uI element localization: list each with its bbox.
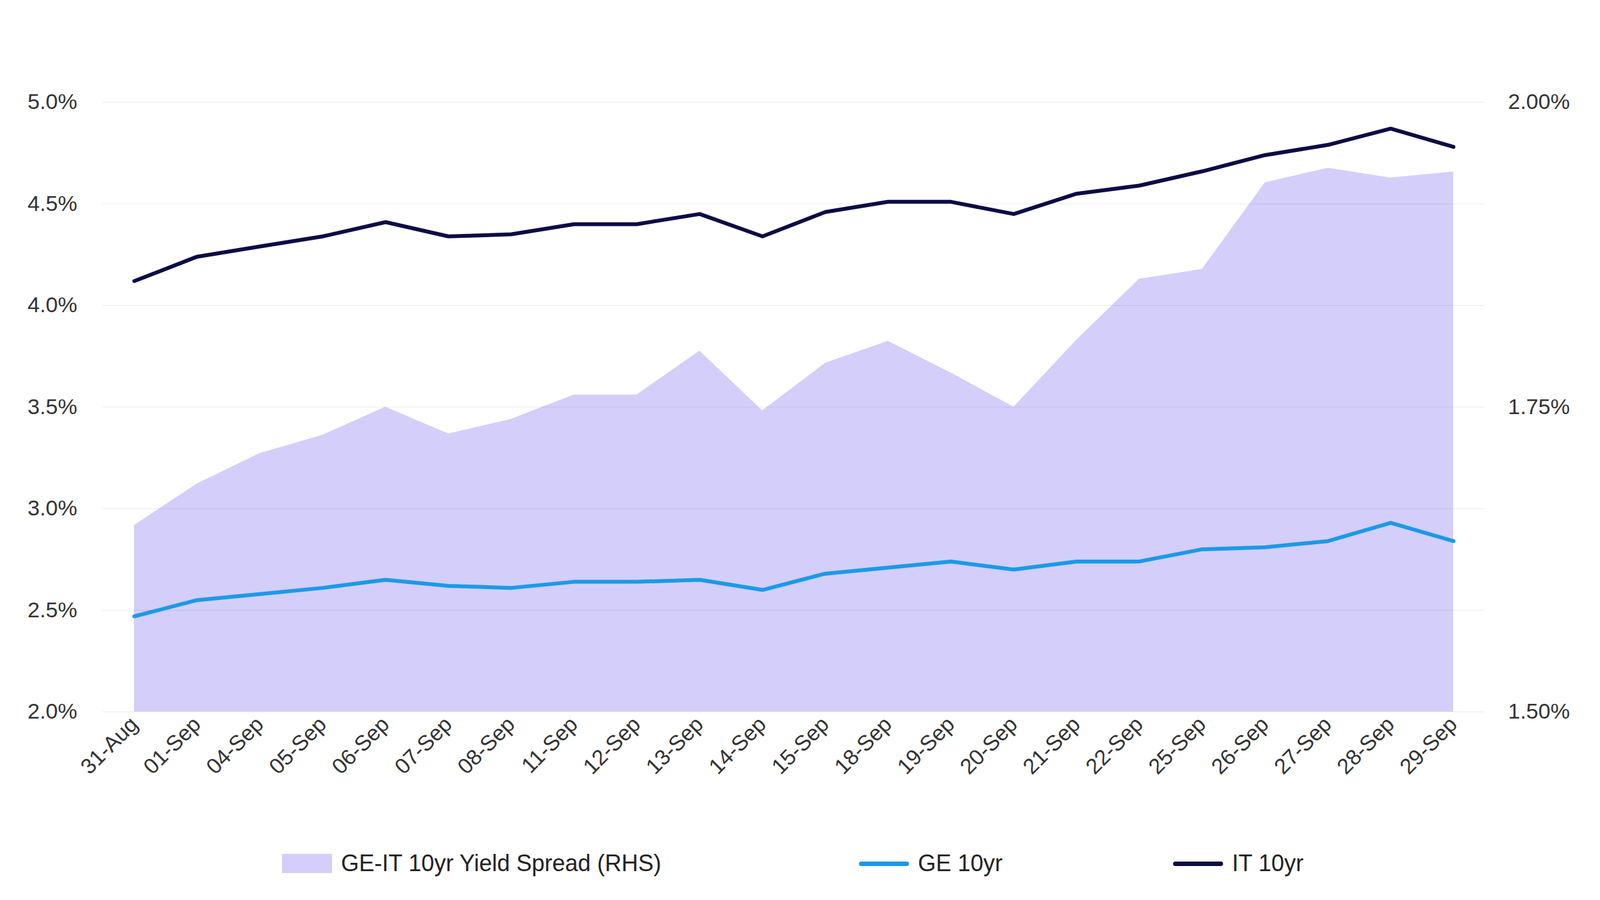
svg-text:05-Sep: 05-Sep [264,711,331,779]
svg-text:13-Sep: 13-Sep [641,711,708,779]
svg-text:12-Sep: 12-Sep [578,711,645,779]
svg-text:1.75%: 1.75% [1508,394,1570,419]
svg-text:08-Sep: 08-Sep [452,711,520,779]
html-text:IT 10yr: IT 10yr [1232,850,1304,877]
svg-text:3.0%: 3.0% [27,495,78,520]
svg-text:14-Sep: 14-Sep [703,711,771,779]
svg-text:01-Sep: 01-Sep [138,711,206,779]
svg-text:04-Sep: 04-Sep [201,711,268,779]
svg-text:25-Sep: 25-Sep [1143,711,1211,779]
svg-text:22-Sep: 22-Sep [1080,711,1148,779]
svg-text:3.5%: 3.5% [27,394,78,419]
svg-text:15-Sep: 15-Sep [766,711,834,779]
svg-text:2.5%: 2.5% [27,597,78,622]
svg-text:19-Sep: 19-Sep [892,711,959,779]
svg-text:29-Sep: 29-Sep [1394,711,1462,779]
svg-text:18-Sep: 18-Sep [829,711,897,779]
svg-text:2.0%: 2.0% [27,698,78,724]
svg-text:31-Aug: 31-Aug [75,711,143,779]
svg-text:27-Sep: 27-Sep [1269,711,1336,779]
html-text:GE 10yr: GE 10yr [917,850,1003,877]
svg-text:28-Sep: 28-Sep [1332,711,1399,779]
svg-text:26-Sep: 26-Sep [1206,711,1274,779]
svg-text:07-Sep: 07-Sep [389,711,457,779]
svg-text:4.5%: 4.5% [27,191,78,216]
svg-text:1.50%: 1.50% [1508,698,1570,724]
svg-text:20-Sep: 20-Sep [955,711,1022,779]
svg-text:4.0%: 4.0% [27,292,78,317]
svg-text:21-Sep: 21-Sep [1017,711,1085,779]
svg-text:11-Sep: 11-Sep [516,711,583,778]
svg-text:06-Sep: 06-Sep [326,711,394,779]
svg-text:5.0%: 5.0% [27,89,78,114]
svg-text:2.00%: 2.00% [1508,89,1570,114]
html-text:GE-IT 10yr Yield Spread (RHS): GE-IT 10yr Yield Spread (RHS) [341,850,662,877]
